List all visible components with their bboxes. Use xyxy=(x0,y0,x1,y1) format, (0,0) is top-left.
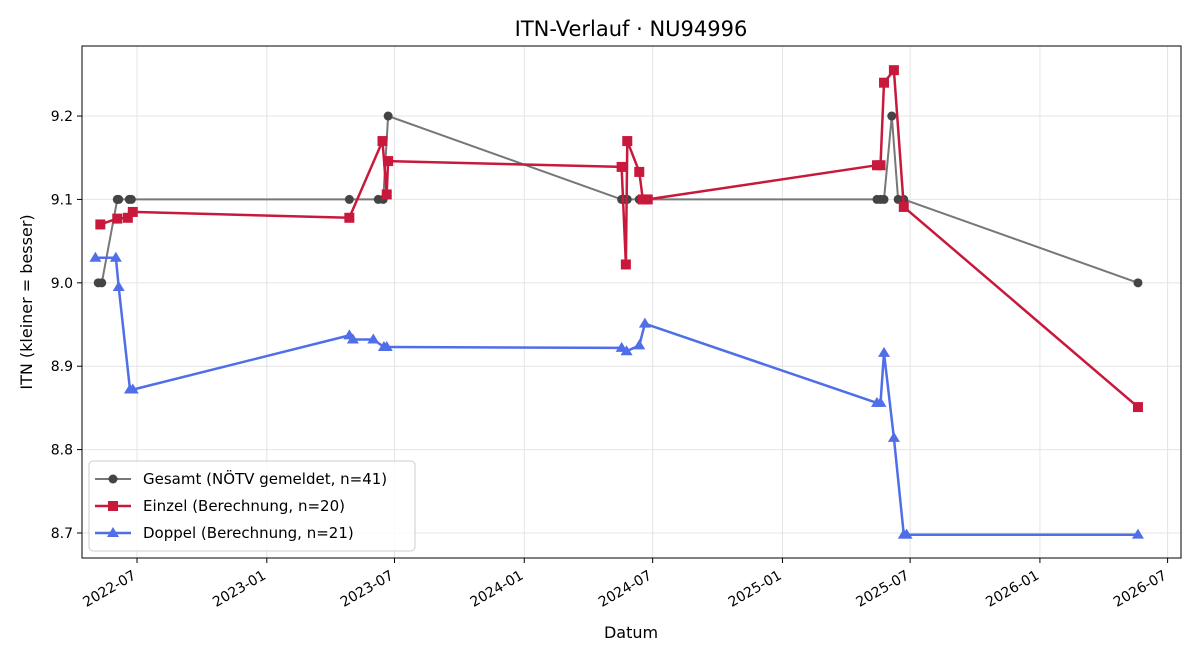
series-3 xyxy=(89,251,1144,539)
data-point xyxy=(616,161,627,172)
y-axis-label: ITN (kleiner = besser) xyxy=(17,214,36,389)
data-point xyxy=(878,346,891,357)
x-tick-label: 2026-01 xyxy=(983,568,1042,611)
data-point xyxy=(1133,278,1143,288)
data-point xyxy=(383,111,393,121)
legend: Gesamt (NÖTV gemeldet, n=41) Einzel (Bere… xyxy=(88,460,416,552)
legend-label: Gesamt (NÖTV gemeldet, n=41) xyxy=(143,469,387,488)
data-point xyxy=(1132,402,1143,413)
legend-label: Einzel (Berechnung, n=20) xyxy=(143,497,345,515)
data-point xyxy=(95,219,106,230)
x-tick-label: 2024-07 xyxy=(596,568,655,611)
data-point xyxy=(126,383,139,394)
data-point xyxy=(114,194,124,204)
data-point xyxy=(1131,528,1144,539)
x-tick-label: 2023-07 xyxy=(338,568,397,611)
data-point xyxy=(622,136,633,147)
data-point xyxy=(122,212,133,223)
chart-title: ITN-Verlauf · NU94996 xyxy=(515,17,748,41)
legend-marker xyxy=(107,527,119,537)
data-point xyxy=(874,396,887,407)
y-tick-label: 9.1 xyxy=(51,192,73,208)
x-tick-label: 2025-07 xyxy=(853,568,912,611)
series-2 xyxy=(95,65,1143,413)
data-point xyxy=(126,194,136,204)
x-tick-label: 2022-07 xyxy=(80,568,139,611)
data-point xyxy=(633,339,646,350)
x-tick-label: 2026-07 xyxy=(1111,568,1170,611)
data-point xyxy=(109,251,122,262)
y-tick-label: 9.0 xyxy=(51,276,73,292)
data-point xyxy=(97,278,107,288)
data-point xyxy=(642,194,653,205)
legend-marker xyxy=(108,501,118,511)
data-point xyxy=(875,160,886,171)
y-tick-label: 8.7 xyxy=(51,526,73,542)
data-point xyxy=(888,65,899,76)
data-point xyxy=(887,111,897,121)
legend-marker xyxy=(108,474,118,484)
data-point xyxy=(620,345,633,356)
y-tick-label: 8.8 xyxy=(51,443,73,459)
series-line xyxy=(99,68,1139,409)
series-group xyxy=(89,65,1144,539)
data-point xyxy=(638,317,651,328)
x-axis-label: Datum xyxy=(604,623,658,642)
legend-box xyxy=(88,460,416,552)
x-tick-label: 2025-01 xyxy=(726,568,785,611)
data-point xyxy=(346,333,359,344)
x-tick-label: 2024-01 xyxy=(468,568,527,611)
data-point xyxy=(367,333,380,344)
data-point xyxy=(879,77,890,88)
data-point xyxy=(383,156,394,167)
data-point xyxy=(634,166,645,177)
data-point xyxy=(377,136,388,147)
y-tick-label: 9.2 xyxy=(51,109,73,125)
data-point xyxy=(380,341,393,352)
y-tick-label: 8.9 xyxy=(51,359,73,375)
data-point xyxy=(127,206,138,217)
data-point xyxy=(887,431,900,442)
data-point xyxy=(381,189,392,200)
data-point xyxy=(112,213,123,224)
data-point xyxy=(344,212,355,223)
legend-label: Doppel (Berechnung, n=21) xyxy=(143,524,354,542)
plot-frame xyxy=(81,45,1182,559)
x-tick-label: 2023-01 xyxy=(210,568,269,611)
data-point xyxy=(879,194,889,204)
data-point xyxy=(112,280,125,291)
data-point xyxy=(89,251,102,262)
data-point xyxy=(344,194,354,204)
data-point xyxy=(898,201,909,212)
data-point xyxy=(620,259,631,270)
data-point xyxy=(900,528,913,539)
